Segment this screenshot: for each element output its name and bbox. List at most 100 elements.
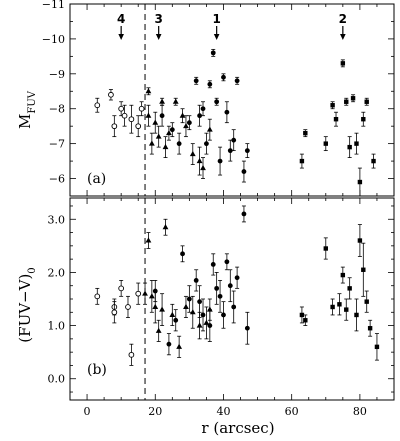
y-tick-label: −6 bbox=[49, 173, 65, 186]
data-point-triangle bbox=[162, 143, 169, 150]
data-point-square bbox=[364, 99, 369, 104]
data-point-open-circle bbox=[94, 293, 101, 300]
data-point-filled-circle bbox=[207, 81, 213, 87]
data-point-filled-circle bbox=[186, 120, 192, 126]
data-point-filled-circle bbox=[244, 325, 250, 331]
data-point-square bbox=[367, 326, 373, 331]
data-point-filled-circle bbox=[166, 341, 172, 347]
data-point-filled-circle bbox=[234, 78, 240, 84]
x-tick-label: 60 bbox=[285, 405, 299, 418]
data-point-square bbox=[330, 304, 335, 310]
data-point-open-circle bbox=[128, 351, 135, 358]
data-point-open-circle bbox=[111, 309, 118, 316]
data-point-triangle bbox=[145, 88, 152, 94]
data-point-square bbox=[361, 117, 366, 122]
data-point-filled-circle bbox=[214, 285, 220, 291]
marker-label-2: 2 bbox=[339, 12, 347, 26]
data-point-filled-circle bbox=[200, 106, 206, 112]
data-point-square bbox=[371, 158, 376, 164]
data-point-triangle bbox=[142, 290, 148, 296]
arrow-head-icon bbox=[340, 34, 346, 40]
data-point-filled-circle bbox=[197, 113, 203, 119]
data-point-filled-circle bbox=[152, 288, 158, 294]
data-point-open-circle bbox=[135, 290, 142, 297]
xlabel: r (arcsec) bbox=[201, 419, 274, 437]
data-point-triangle bbox=[148, 293, 155, 299]
y-tick-label: 0.0 bbox=[48, 373, 66, 386]
data-point-filled-circle bbox=[169, 127, 175, 133]
data-point-square bbox=[337, 302, 342, 307]
data-point-square bbox=[350, 96, 356, 101]
data-point-filled-circle bbox=[159, 113, 165, 119]
data-point-square bbox=[323, 141, 328, 146]
data-point-triangle bbox=[196, 322, 203, 328]
y-tick-label: 2.0 bbox=[48, 266, 66, 279]
data-point-triangle bbox=[172, 98, 179, 104]
data-point-filled-circle bbox=[224, 109, 230, 115]
data-point-triangle bbox=[203, 319, 210, 325]
x-tick-label: 0 bbox=[84, 405, 91, 418]
data-point-triangle bbox=[189, 150, 196, 157]
data-point-filled-circle bbox=[180, 251, 185, 257]
data-point-square bbox=[303, 318, 308, 323]
y-tick-label: 3.0 bbox=[48, 213, 66, 226]
data-point-filled-circle bbox=[241, 169, 247, 174]
data-point-filled-circle bbox=[217, 158, 223, 164]
data-point-triangle bbox=[206, 306, 213, 312]
data-point-filled-circle bbox=[217, 293, 223, 299]
data-point-filled-circle bbox=[197, 299, 203, 305]
panel-label-b: (b) bbox=[87, 362, 107, 378]
data-point-open-circle bbox=[94, 102, 101, 109]
data-point-square bbox=[347, 144, 352, 150]
arrow-head-icon bbox=[155, 34, 162, 40]
data-point-filled-circle bbox=[176, 141, 182, 147]
data-point-triangle bbox=[155, 327, 162, 333]
arrow-head-icon bbox=[118, 34, 124, 40]
data-point-filled-circle bbox=[221, 312, 226, 318]
y-tick-label: −7 bbox=[49, 138, 65, 151]
data-point-filled-circle bbox=[227, 283, 233, 289]
marker-label-1: 1 bbox=[212, 12, 220, 26]
data-point-triangle bbox=[159, 98, 165, 104]
data-point-square bbox=[344, 99, 349, 104]
data-point-triangle bbox=[169, 311, 176, 317]
data-point-square bbox=[344, 307, 349, 312]
panel-b: 0 20 40 60 80 0.0 1.0 2.0 3.0 bbox=[48, 197, 395, 418]
data-point-filled-circle bbox=[234, 275, 240, 281]
data-point-triangle bbox=[176, 343, 183, 349]
data-point-square bbox=[357, 179, 363, 185]
data-point-square bbox=[299, 312, 305, 318]
data-point-triangle bbox=[189, 309, 196, 315]
data-point-triangle bbox=[159, 306, 165, 312]
data-point-filled-circle bbox=[193, 78, 199, 84]
data-point-triangle bbox=[166, 129, 172, 136]
y-tick-label: −10 bbox=[42, 33, 65, 46]
data-point-filled-circle bbox=[227, 148, 233, 154]
plot-frame bbox=[69, 3, 395, 197]
data-point-open-circle bbox=[135, 123, 142, 130]
data-point-filled-circle bbox=[231, 304, 237, 310]
y-tick-label: −8 bbox=[49, 103, 65, 116]
data-point-filled-circle bbox=[224, 259, 230, 265]
data-point-square bbox=[364, 299, 369, 304]
data-point-square bbox=[323, 246, 328, 251]
data-point-filled-circle bbox=[231, 137, 237, 143]
data-point-square bbox=[330, 103, 335, 108]
data-point-square bbox=[354, 141, 359, 146]
marker-label-4: 4 bbox=[117, 12, 125, 26]
data-point-triangle bbox=[145, 112, 152, 118]
y-tick-label: −11 bbox=[42, 0, 65, 11]
data-point-open-circle bbox=[121, 112, 128, 119]
data-point-filled-circle bbox=[186, 296, 192, 302]
data-point-open-circle bbox=[125, 304, 131, 310]
data-point-open-circle bbox=[118, 105, 125, 112]
data-point-square bbox=[340, 272, 346, 278]
y-tick-label: 1.0 bbox=[48, 320, 66, 333]
data-point-filled-circle bbox=[244, 148, 250, 154]
data-point-filled-circle bbox=[173, 317, 179, 323]
data-point-open-circle bbox=[138, 105, 145, 112]
data-point-square bbox=[361, 267, 366, 272]
data-point-square bbox=[333, 117, 339, 122]
data-point-square bbox=[303, 130, 308, 136]
